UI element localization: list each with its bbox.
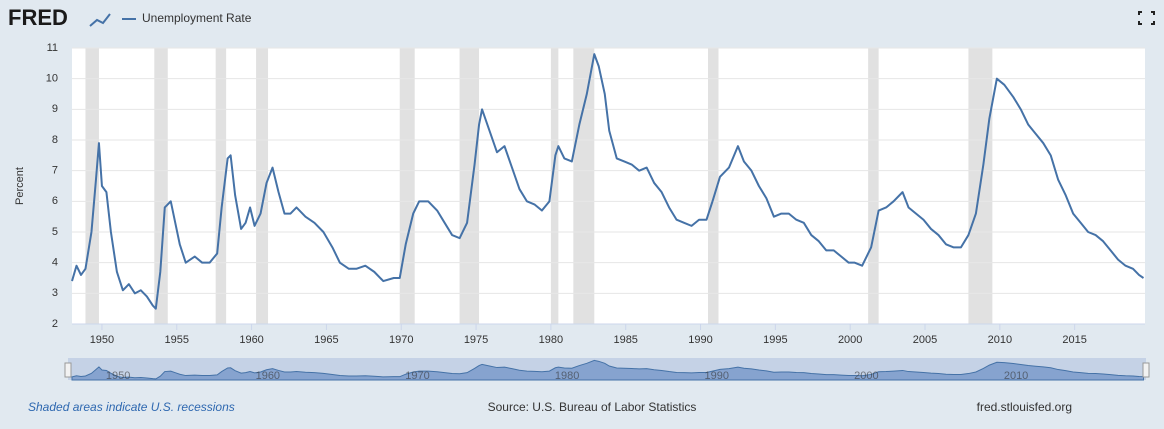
navigator-label: 1970 <box>405 370 429 382</box>
fullscreen-button[interactable] <box>1138 11 1155 25</box>
recession-band <box>708 48 719 324</box>
x-tick-label: 2015 <box>1062 334 1086 346</box>
navigator-label: 2010 <box>1004 370 1028 382</box>
x-tick-label: 1995 <box>763 334 787 346</box>
y-tick-label: 10 <box>46 73 58 85</box>
x-tick-label: 1985 <box>613 334 637 346</box>
y-tick-label: 9 <box>52 103 58 115</box>
x-tick-label: 1955 <box>165 334 189 346</box>
x-tick-label: 1970 <box>389 334 413 346</box>
x-tick-label: 1975 <box>464 334 488 346</box>
navigator-handle[interactable] <box>1142 362 1150 378</box>
recession-band <box>550 48 559 324</box>
logo: FRED <box>8 5 68 30</box>
y-tick-label: 2 <box>52 318 58 330</box>
y-tick-label: 3 <box>52 287 58 299</box>
recession-band <box>399 48 415 324</box>
y-tick-label: 8 <box>52 134 58 146</box>
navigator-label: 1990 <box>705 370 729 382</box>
recession-note[interactable]: Shaded areas indicate U.S. recessions <box>28 400 235 414</box>
y-tick-label: 11 <box>47 42 58 54</box>
x-tick-label: 1950 <box>90 334 114 346</box>
x-tick-label: 1960 <box>239 334 263 346</box>
navigator-label: 1960 <box>256 370 280 382</box>
y-tick-label: 6 <box>52 195 58 207</box>
recession-band <box>256 48 269 324</box>
recession-band <box>215 48 227 324</box>
plot-area <box>72 48 1145 324</box>
x-tick-label: 1965 <box>314 334 338 346</box>
navigator-area <box>71 359 1144 381</box>
y-axis-label: Percent <box>14 167 26 205</box>
series-line <box>71 53 1145 310</box>
x-tick-label: 1990 <box>688 334 712 346</box>
source: Source: U.S. Bureau of Labor Statistics <box>488 400 697 414</box>
legend-label: Unemployment Rate <box>142 11 252 25</box>
recession-band <box>573 48 595 324</box>
y-tick-label: 4 <box>52 257 58 269</box>
recession-band <box>868 48 879 324</box>
x-tick-label: 2010 <box>988 334 1012 346</box>
navigator-label: 1950 <box>106 370 130 382</box>
logo-icon <box>89 13 111 27</box>
y-tick-label: 5 <box>52 226 58 238</box>
recession-band <box>154 48 168 324</box>
recession-band <box>459 48 480 324</box>
site-link[interactable]: fred.stlouisfed.org <box>977 400 1072 414</box>
x-tick-label: 2005 <box>913 334 937 346</box>
x-tick-label: 1980 <box>539 334 563 346</box>
navigator-label: 1980 <box>555 370 579 382</box>
x-tick-label: 2000 <box>838 334 862 346</box>
navigator-label: 2000 <box>854 370 878 382</box>
y-tick-label: 7 <box>52 165 58 177</box>
navigator-handle[interactable] <box>64 362 72 378</box>
recession-band <box>85 48 99 324</box>
